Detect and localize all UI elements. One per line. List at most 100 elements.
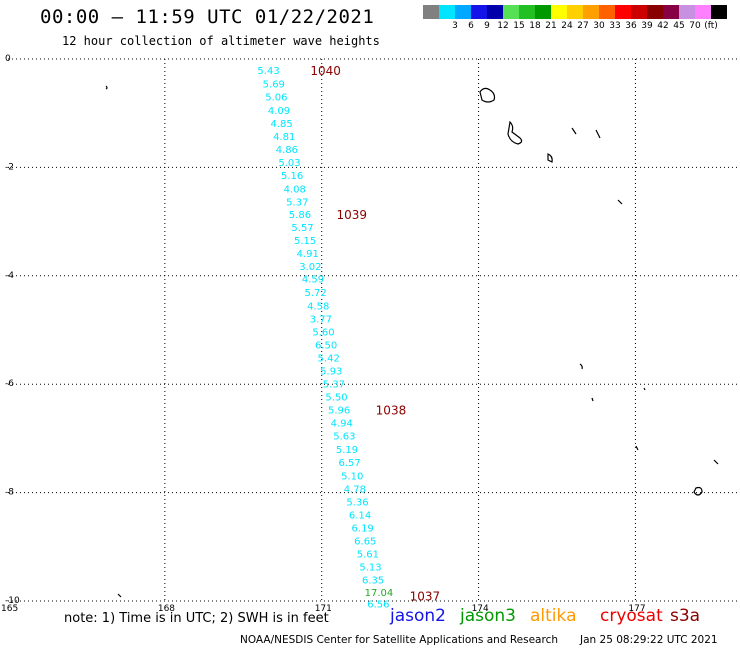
swh-value: 5.61 bbox=[357, 549, 379, 560]
island-outline bbox=[643, 387, 646, 391]
legend-swatch bbox=[423, 5, 439, 19]
swh-value: 6.56 bbox=[367, 600, 389, 611]
island-outline bbox=[117, 593, 122, 598]
lat-tick-label: -2 bbox=[5, 162, 14, 172]
legend-swatch bbox=[471, 5, 487, 19]
swh-value: 3.77 bbox=[310, 315, 332, 326]
footer-note: note: 1) Time is in UTC; 2) SWH is in fe… bbox=[64, 611, 329, 626]
swh-value: 4.09 bbox=[268, 106, 290, 117]
swh-value: 5.36 bbox=[346, 497, 368, 508]
swh-value: 5.15 bbox=[294, 236, 316, 247]
swh-value: 5.96 bbox=[328, 406, 350, 417]
pass-time-label: 1040 bbox=[310, 64, 341, 78]
satellite-label: jason3 bbox=[460, 606, 516, 626]
swh-value: 6.19 bbox=[352, 523, 374, 534]
pass-time-label: 1037 bbox=[410, 590, 441, 604]
lat-tick-label: 0 bbox=[5, 54, 11, 64]
swh-value: 4.08 bbox=[284, 185, 306, 196]
island-outline bbox=[713, 459, 719, 465]
island-outline bbox=[579, 363, 583, 370]
swh-value: 5.69 bbox=[263, 79, 285, 90]
swh-value: 6.65 bbox=[354, 536, 376, 547]
legend-swatch bbox=[519, 5, 535, 19]
legend-swatch bbox=[439, 5, 455, 19]
swh-value: 5.63 bbox=[333, 432, 355, 443]
swh-value: 4.86 bbox=[276, 145, 298, 156]
swh-value: 5.50 bbox=[325, 393, 347, 404]
generation-timestamp: Jan 25 08:29:22 UTC 2021 bbox=[580, 634, 718, 646]
satellite-label: jason2 bbox=[390, 606, 446, 626]
island-outline bbox=[595, 129, 601, 139]
legend-swatch bbox=[711, 5, 727, 19]
legend-swatch bbox=[487, 5, 503, 19]
island-outline bbox=[105, 85, 108, 90]
legend-label: 36 bbox=[625, 21, 637, 31]
swh-value: 5.60 bbox=[312, 328, 334, 339]
legend-swatch bbox=[695, 5, 711, 19]
lat-tick-label: -4 bbox=[5, 271, 14, 281]
pass-time-label: 1039 bbox=[336, 208, 367, 222]
legend-label: 3 bbox=[452, 21, 458, 31]
legend-label: 21 bbox=[545, 21, 557, 31]
legend-label: 42 bbox=[657, 21, 669, 31]
island-outline bbox=[693, 486, 703, 496]
swh-value: 5.42 bbox=[318, 354, 340, 365]
swh-value: 5.37 bbox=[286, 198, 308, 209]
swh-value: 6.35 bbox=[362, 575, 384, 586]
legend-swatch bbox=[535, 5, 551, 19]
lat-tick-label: -10 bbox=[5, 596, 20, 606]
legend-swatch bbox=[455, 5, 471, 19]
swh-value: 6.14 bbox=[349, 510, 371, 521]
satellite-label: altika bbox=[530, 606, 577, 626]
swh-value: 4.85 bbox=[271, 119, 293, 130]
swh-value: 5.06 bbox=[265, 92, 287, 103]
island-outline bbox=[479, 87, 496, 103]
legend-swatch bbox=[615, 5, 631, 19]
legend-label: 39 bbox=[641, 21, 653, 31]
swh-value: 6.57 bbox=[338, 458, 360, 469]
legend-label: 9 bbox=[484, 21, 490, 31]
legend-label: 6 bbox=[468, 21, 474, 31]
satellite-label: s3a bbox=[670, 606, 701, 626]
swh-value: 5.16 bbox=[281, 171, 303, 182]
legend-swatch bbox=[599, 5, 615, 19]
swh-value: 5.03 bbox=[278, 158, 300, 169]
lon-tick-label: 165 bbox=[1, 604, 18, 614]
swh-value: 4.81 bbox=[273, 132, 295, 143]
lat-tick-label: -6 bbox=[5, 379, 14, 389]
satellite-label: cryosat bbox=[600, 606, 663, 626]
legend-label: 15 bbox=[513, 21, 525, 31]
swh-value: 5.19 bbox=[336, 445, 358, 456]
legend-swatch bbox=[679, 5, 695, 19]
legend-swatch bbox=[567, 5, 583, 19]
legend-swatch bbox=[503, 5, 519, 19]
legend-swatch bbox=[583, 5, 599, 19]
legend-label: 33 bbox=[609, 21, 621, 31]
island-outline bbox=[591, 397, 594, 402]
legend-label: 27 bbox=[577, 21, 589, 31]
lon-tick-label: 171 bbox=[315, 604, 332, 614]
legend-label: 12 bbox=[497, 21, 509, 31]
swh-value: 4.58 bbox=[307, 302, 329, 313]
swh-value: 5.57 bbox=[291, 223, 313, 234]
lon-tick-label: 168 bbox=[158, 604, 175, 614]
swh-value: 4.94 bbox=[331, 419, 353, 430]
island-outline bbox=[547, 153, 553, 163]
island-outline bbox=[507, 120, 523, 145]
swh-value: 4.91 bbox=[297, 249, 319, 260]
swh-value: 6.50 bbox=[315, 341, 337, 352]
lon-tick-label: 177 bbox=[628, 604, 645, 614]
map-title: 00:00 – 11:59 UTC 01/22/2021 bbox=[40, 6, 375, 28]
legend-swatch bbox=[663, 5, 679, 19]
swh-value: 5.10 bbox=[341, 471, 363, 482]
legend-label: 30 bbox=[593, 21, 605, 31]
credit-line: NOAA/NESDIS Center for Satellite Applica… bbox=[240, 634, 558, 646]
swh-value: 5.86 bbox=[289, 210, 311, 221]
legend-swatch bbox=[551, 5, 567, 19]
island-outline bbox=[617, 199, 623, 205]
island-outline bbox=[635, 445, 639, 451]
swh-value: 4.59 bbox=[302, 275, 324, 286]
swh-value: 5.93 bbox=[320, 367, 342, 378]
swh-value: 17.04 bbox=[365, 588, 394, 599]
